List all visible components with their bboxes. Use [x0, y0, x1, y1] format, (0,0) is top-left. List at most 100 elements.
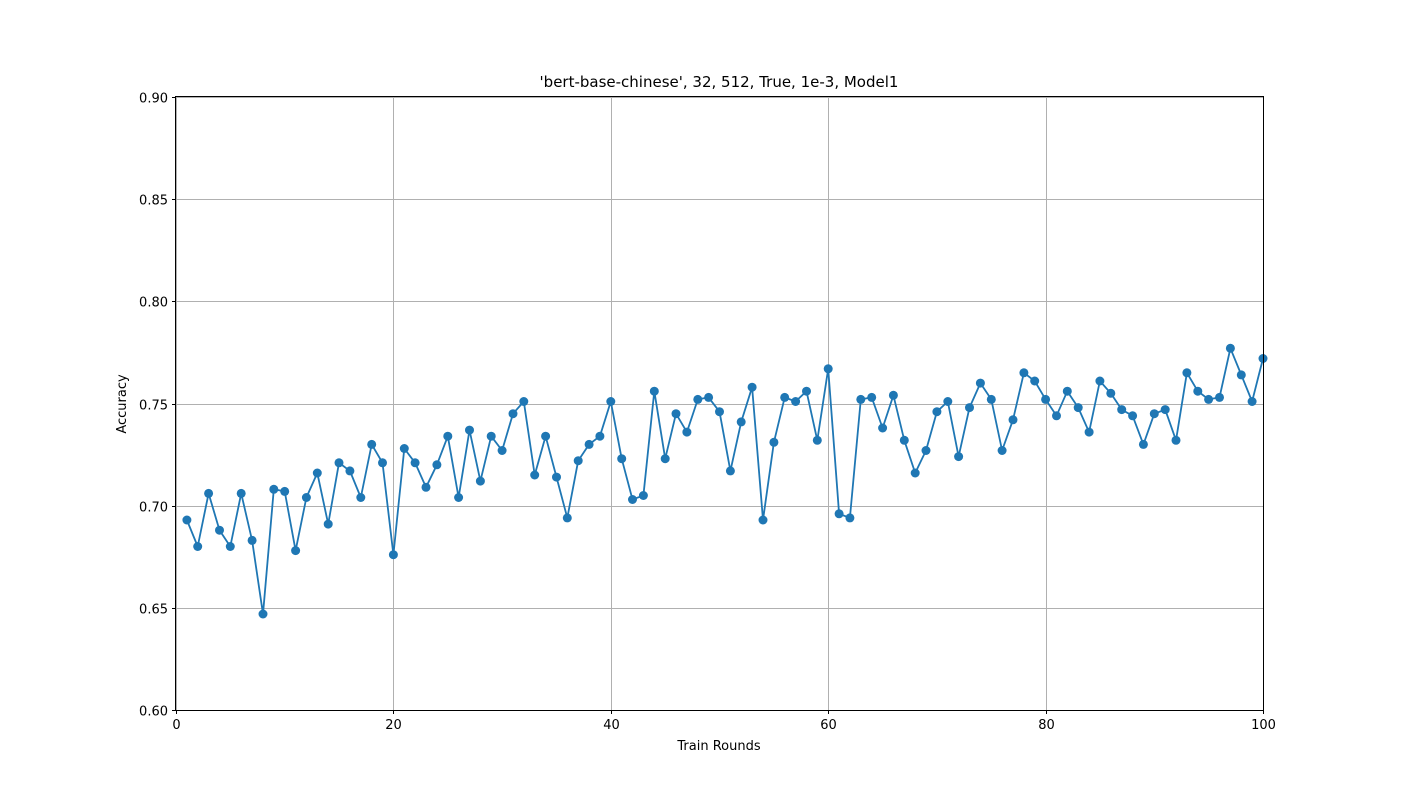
- data-point: [704, 392, 714, 402]
- data-point: [552, 472, 561, 482]
- data-point: [856, 394, 866, 404]
- data-point: [497, 446, 507, 455]
- data-point: [269, 484, 279, 494]
- data-point: [943, 397, 953, 406]
- data-point: [1215, 392, 1224, 402]
- data-point: [541, 431, 551, 441]
- data-point: [791, 397, 801, 406]
- data-point: [1062, 386, 1072, 396]
- data-point: [378, 458, 387, 468]
- data-point: [443, 431, 453, 441]
- data-point: [747, 382, 757, 392]
- x-tick-label: 60: [820, 718, 837, 733]
- x-axis-label: Train Rounds: [676, 739, 760, 754]
- x-tick-label: 80: [1038, 718, 1055, 733]
- data-point: [312, 468, 322, 478]
- data-point: [301, 493, 311, 502]
- plot-frame: [175, 96, 1264, 711]
- data-point: [823, 364, 833, 374]
- y-tick-label: 0.65: [139, 603, 168, 618]
- data-point: [225, 542, 235, 551]
- data-point: [1030, 376, 1040, 386]
- data-point: [356, 493, 366, 502]
- data-point: [367, 439, 377, 449]
- data-point: [1106, 388, 1116, 398]
- data-point: [486, 431, 496, 441]
- data-point: [1160, 405, 1170, 415]
- data-point: [1138, 439, 1148, 449]
- data-point: [193, 542, 203, 551]
- data-point: [215, 525, 224, 535]
- y-axis-label: Accuracy: [115, 374, 130, 434]
- data-point: [323, 519, 333, 529]
- axis-ticks: 0 20 40 60 80 100 0.60 0.65 0.70 0.75 0.80 0.85 0.90: [139, 92, 1276, 734]
- data-point: [997, 446, 1007, 455]
- data-point: [845, 513, 855, 523]
- data-point: [562, 513, 572, 523]
- data-point: [1204, 394, 1214, 404]
- data-point: [899, 435, 909, 445]
- data-point: [345, 466, 355, 476]
- data-point: [475, 476, 485, 486]
- data-point: [1182, 368, 1192, 378]
- y-tick-label: 0.60: [139, 705, 168, 720]
- grid-lines: [176, 97, 1264, 711]
- data-point: [802, 386, 811, 396]
- data-point: [758, 515, 768, 525]
- data-point: [258, 609, 268, 619]
- data-point: [932, 407, 942, 417]
- data-point: [780, 392, 790, 402]
- data-point: [617, 454, 627, 464]
- data-point: [1073, 403, 1083, 413]
- x-tick-label: 40: [603, 718, 620, 733]
- data-point: [1008, 415, 1018, 425]
- series-line: [186, 347, 1264, 615]
- data-point: [247, 535, 257, 545]
- data-point: [1128, 411, 1138, 421]
- series-accuracy: [182, 343, 1268, 619]
- data-point: [769, 437, 779, 447]
- x-tick-label: 20: [385, 718, 402, 733]
- data-point: [715, 407, 724, 417]
- data-point: [1236, 370, 1246, 380]
- data-point: [986, 394, 996, 404]
- data-point: [388, 550, 398, 560]
- data-point: [1084, 427, 1094, 437]
- data-point: [334, 458, 344, 468]
- data-point: [1019, 368, 1029, 378]
- data-point: [530, 470, 540, 480]
- data-point: [432, 460, 442, 470]
- data-point: [280, 486, 290, 496]
- y-tick-label: 0.80: [139, 296, 168, 311]
- data-point: [606, 397, 616, 406]
- data-point: [975, 378, 985, 388]
- x-tick-label: 0: [172, 718, 180, 733]
- y-tick-label: 0.70: [139, 501, 168, 516]
- chart-title: 'bert-base-chinese', 32, 512, True, 1e-3…: [540, 73, 899, 91]
- data-point: [1193, 386, 1203, 396]
- data-point: [878, 423, 888, 433]
- data-point: [725, 466, 735, 476]
- data-point: [410, 458, 420, 468]
- data-point: [910, 468, 920, 478]
- y-tick-label: 0.75: [139, 399, 168, 414]
- y-tick-label: 0.85: [139, 194, 168, 209]
- data-point: [921, 446, 931, 455]
- data-point: [182, 515, 192, 525]
- data-point: [595, 431, 605, 441]
- data-point: [1225, 343, 1235, 353]
- data-point: [1149, 409, 1159, 419]
- data-point: [1095, 376, 1105, 386]
- data-point: [584, 439, 594, 449]
- data-point: [1041, 394, 1051, 404]
- data-point: [954, 452, 964, 462]
- data-point: [399, 444, 409, 453]
- data-point: [519, 397, 529, 406]
- data-point: [649, 386, 659, 396]
- data-point: [421, 482, 431, 492]
- data-point: [573, 456, 583, 466]
- data-point: [1117, 405, 1127, 415]
- data-point: [867, 392, 877, 402]
- data-point: [628, 495, 637, 504]
